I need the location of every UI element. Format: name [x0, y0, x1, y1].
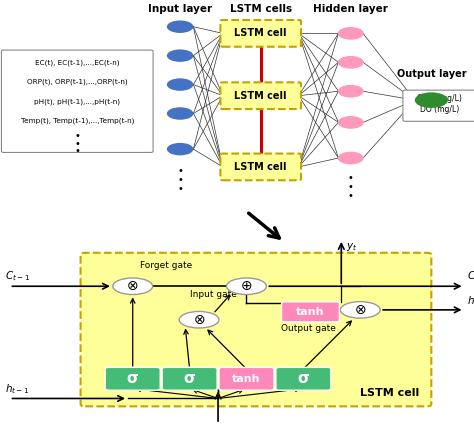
FancyBboxPatch shape	[1, 50, 153, 152]
Text: σ: σ	[183, 371, 196, 386]
Text: •: •	[348, 182, 354, 192]
Circle shape	[338, 86, 363, 97]
Text: σ: σ	[127, 371, 139, 386]
Circle shape	[338, 27, 363, 39]
Text: •: •	[74, 131, 80, 141]
Text: •: •	[74, 139, 80, 149]
FancyBboxPatch shape	[162, 367, 217, 390]
Text: pH(t), pH(t-1),...,pH(t-n): pH(t), pH(t-1),...,pH(t-n)	[34, 98, 120, 105]
FancyBboxPatch shape	[219, 367, 274, 390]
Text: LSTM cell: LSTM cell	[235, 91, 287, 101]
Text: Output gate: Output gate	[281, 324, 336, 333]
Circle shape	[167, 107, 193, 120]
Circle shape	[338, 56, 363, 68]
Text: ⊗: ⊗	[355, 303, 366, 317]
Circle shape	[113, 278, 153, 294]
Text: ⊕: ⊕	[241, 279, 252, 293]
Text: Hidden layer: Hidden layer	[313, 4, 388, 15]
Text: tanh: tanh	[296, 307, 325, 317]
Text: $C_{t-1}$: $C_{t-1}$	[5, 270, 30, 283]
Circle shape	[338, 152, 363, 164]
Text: •: •	[348, 173, 354, 183]
Text: DO (mg/L): DO (mg/L)	[420, 105, 459, 114]
Text: $h_{t-1}$: $h_{t-1}$	[5, 383, 29, 396]
Circle shape	[167, 21, 193, 33]
Text: ⊗: ⊗	[127, 279, 138, 293]
Text: $C_t$: $C_t$	[467, 270, 474, 283]
FancyBboxPatch shape	[81, 253, 431, 406]
Text: •: •	[177, 175, 183, 185]
Text: •: •	[74, 146, 80, 156]
Text: •: •	[177, 166, 183, 176]
Circle shape	[179, 312, 219, 328]
Text: ORP(t), ORP(t-1),...,ORP(t-n): ORP(t), ORP(t-1),...,ORP(t-n)	[27, 79, 128, 85]
Text: LSTM cell: LSTM cell	[235, 162, 287, 172]
Circle shape	[167, 143, 193, 155]
Text: EC(t), EC(t-1),...,EC(t-n): EC(t), EC(t-1),...,EC(t-n)	[35, 59, 119, 65]
Text: $y_t$: $y_t$	[346, 241, 357, 253]
FancyBboxPatch shape	[220, 82, 301, 109]
Text: LSTM cell: LSTM cell	[235, 28, 287, 39]
Text: •: •	[177, 184, 183, 194]
Circle shape	[415, 92, 448, 108]
Circle shape	[338, 116, 363, 128]
Text: Forget gate: Forget gate	[140, 261, 192, 270]
Circle shape	[167, 78, 193, 91]
Text: Input gate: Input gate	[190, 290, 237, 299]
Text: $h_t$: $h_t$	[467, 294, 474, 308]
Text: σ: σ	[297, 371, 310, 386]
FancyBboxPatch shape	[276, 367, 331, 390]
Text: Output layer: Output layer	[397, 69, 466, 79]
Text: •: •	[348, 191, 354, 201]
Text: LSTM cells: LSTM cells	[229, 4, 292, 15]
FancyBboxPatch shape	[403, 90, 474, 121]
Text: $x_t$: $x_t$	[212, 426, 224, 428]
FancyBboxPatch shape	[282, 302, 339, 322]
Text: LSTM cell: LSTM cell	[360, 389, 419, 398]
Text: Temp(t), Temp(t-1),...,Temp(t-n): Temp(t), Temp(t-1),...,Temp(t-n)	[20, 118, 134, 124]
Circle shape	[340, 302, 380, 318]
Text: Chl-a (μg/L): Chl-a (μg/L)	[417, 94, 462, 103]
Text: ⊗: ⊗	[193, 313, 205, 327]
Circle shape	[227, 278, 266, 294]
Circle shape	[167, 49, 193, 62]
FancyBboxPatch shape	[105, 367, 160, 390]
FancyBboxPatch shape	[220, 154, 301, 180]
Text: tanh: tanh	[232, 374, 261, 384]
FancyBboxPatch shape	[220, 20, 301, 47]
Text: Input layer: Input layer	[148, 4, 212, 15]
